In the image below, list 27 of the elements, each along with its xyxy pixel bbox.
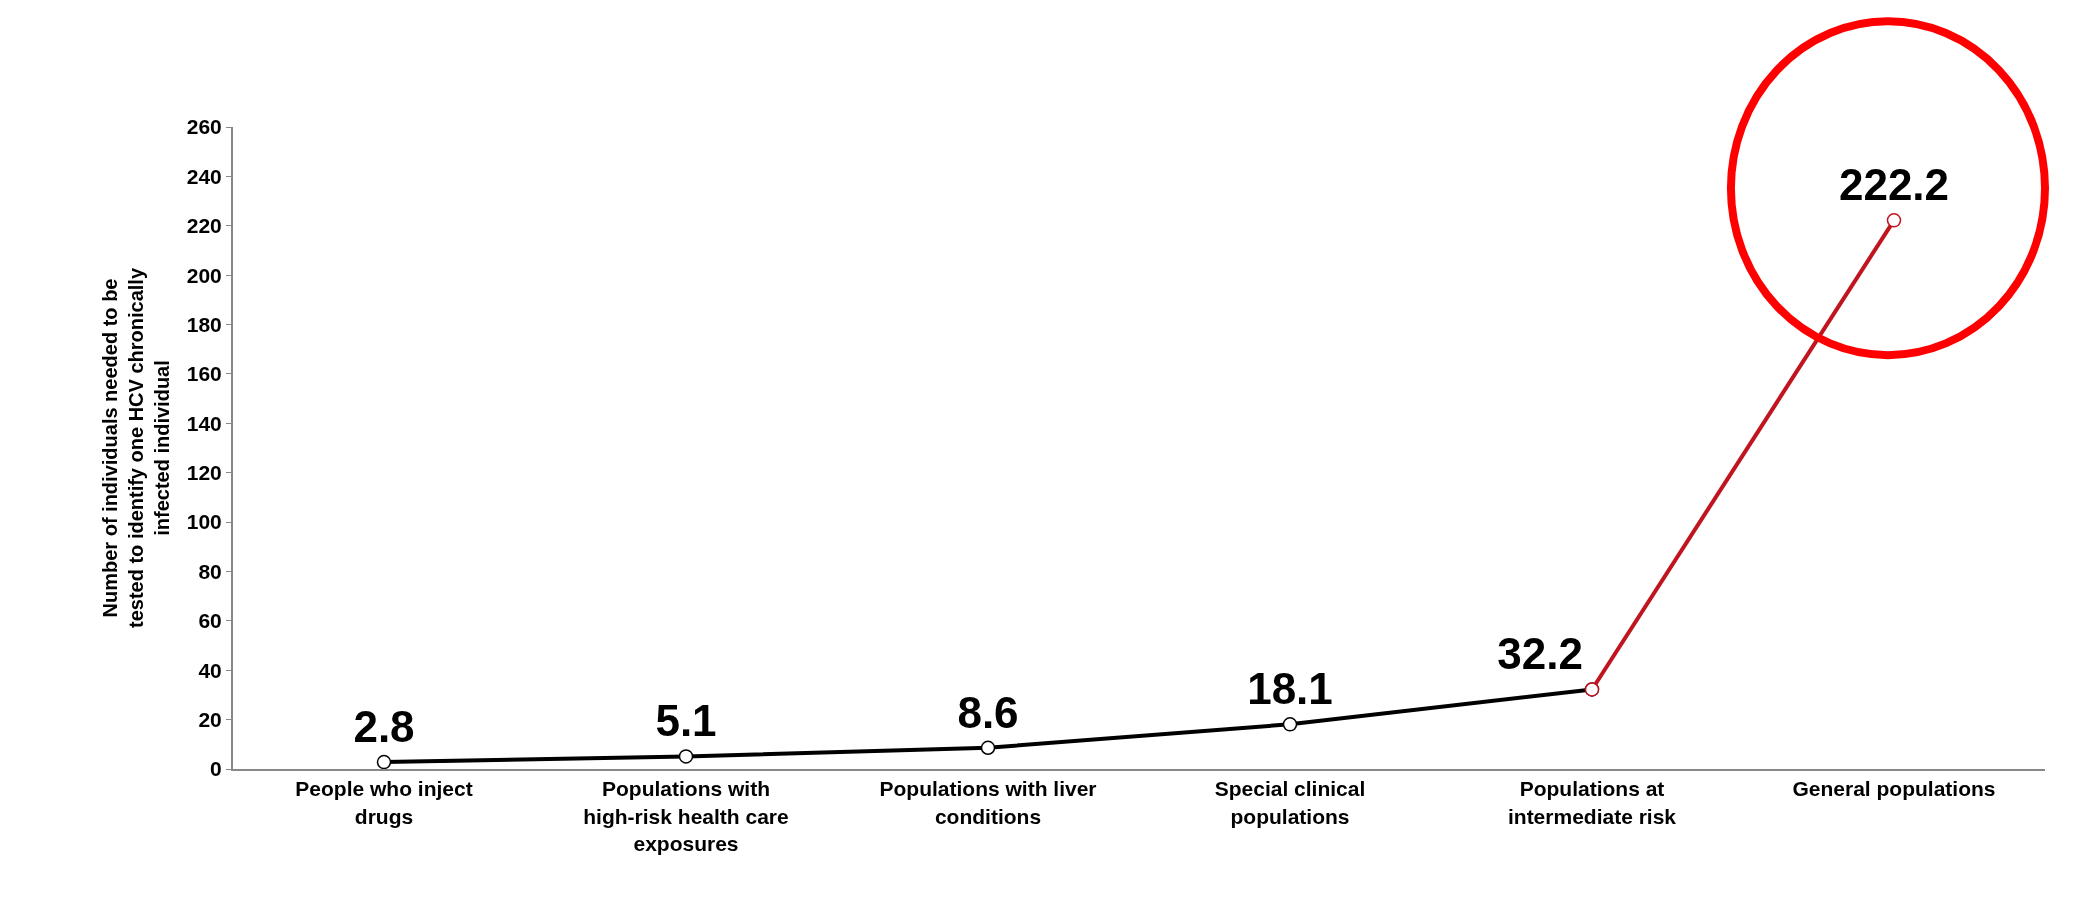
data-label: 5.1 (655, 696, 717, 746)
x-tick-label: Populations with high-risk health care exposures (583, 777, 789, 855)
y-tick-label: 240 (186, 164, 222, 188)
x-tick-label: Special clinical populations (1214, 777, 1366, 828)
data-label: 222.2 (1838, 160, 1950, 210)
y-tick-label: 80 (198, 559, 222, 583)
data-label: 8.6 (957, 687, 1019, 737)
y-tick-label: 180 (186, 312, 222, 336)
data-label: 2.8 (353, 701, 415, 751)
x-tick-label: Populations at intermediate risk (1507, 777, 1677, 828)
y-tick-label: 60 (198, 609, 222, 633)
x-tick-label: General populations (1792, 777, 1996, 801)
data-label: 32.2 (1497, 629, 1583, 679)
y-tick-label: 220 (186, 214, 222, 238)
data-label: 18.1 (1247, 664, 1333, 714)
x-tick-label: People who inject drugs (295, 777, 473, 828)
y-tick-label: 200 (186, 263, 222, 287)
y-tick-label: 260 (186, 115, 222, 139)
y-tick-label: 0 (210, 757, 222, 781)
y-tick-label: 100 (186, 510, 222, 534)
y-axis-title: Number of individuals needed to be tested to identify one HCV chronically infected individual (98, 267, 173, 629)
y-tick-label: 40 (198, 658, 222, 682)
y-tick-label: 160 (186, 362, 222, 386)
y-tick-label: 140 (186, 411, 222, 435)
x-tick-label: Populations with liver conditions (879, 777, 1097, 828)
y-tick-label: 20 (198, 707, 222, 731)
y-tick-label: 120 (186, 461, 222, 485)
